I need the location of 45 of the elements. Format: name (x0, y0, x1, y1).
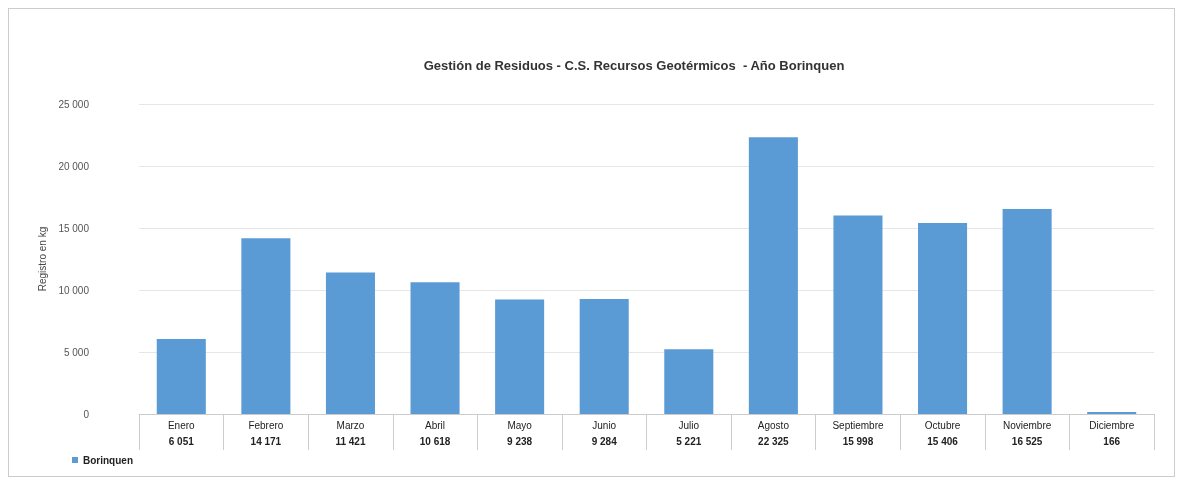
x-tick-label: Enero (167, 419, 196, 431)
data-label: 5 221 (676, 435, 702, 447)
y-tick-label: 20 000 (58, 160, 90, 172)
bar (664, 349, 714, 414)
data-label: 15 406 (927, 435, 959, 447)
data-label: 15 998 (842, 435, 874, 447)
x-tick-label: Agosto (757, 419, 790, 431)
data-label: 16 525 (1011, 435, 1043, 447)
bar (241, 238, 291, 414)
bar (833, 215, 883, 414)
y-tick-label: 25 000 (58, 98, 90, 110)
x-tick-label: Febrero (248, 419, 284, 431)
x-tick-label: Octubre (924, 419, 961, 431)
x-tick-label: Junio (592, 419, 617, 431)
y-tick-label: 5 000 (63, 346, 90, 358)
x-tick-label: Abril (425, 419, 446, 431)
bar (1087, 411, 1137, 414)
data-label: 22 325 (758, 435, 790, 447)
bar (495, 299, 545, 414)
bar (579, 298, 629, 414)
bar (156, 338, 206, 414)
y-axis-title: Registro en kg (37, 226, 49, 292)
legend-label: Borinquen (83, 454, 133, 466)
x-tick-label: Mayo (507, 419, 533, 431)
data-label: 14 171 (250, 435, 282, 447)
x-tick-label: Noviembre (1002, 419, 1052, 431)
bar (1002, 209, 1052, 414)
y-tick-label: 0 (83, 408, 90, 420)
data-label: 6 051 (168, 435, 195, 447)
bar (325, 272, 375, 414)
x-tick-label: Julio (678, 419, 700, 431)
y-tick-label: 10 000 (58, 284, 90, 296)
chart-title: Gestión de Residuos - C.S. Recursos Geotérmicos - Año Borinquen (423, 58, 845, 73)
data-label: 9 284 (591, 435, 618, 447)
x-tick-label: Diciembre (1089, 419, 1135, 431)
y-tick-label: 15 000 (58, 222, 90, 234)
bar (410, 282, 460, 414)
data-label: 10 618 (419, 435, 451, 447)
x-tick-label: Marzo (336, 419, 365, 431)
bar (748, 137, 798, 414)
data-label: 166 (1103, 435, 1121, 447)
x-tick-label: Septiembre (832, 419, 884, 431)
data-label: 11 421 (335, 435, 366, 447)
data-label: 9 238 (507, 435, 533, 447)
bar (918, 222, 968, 414)
